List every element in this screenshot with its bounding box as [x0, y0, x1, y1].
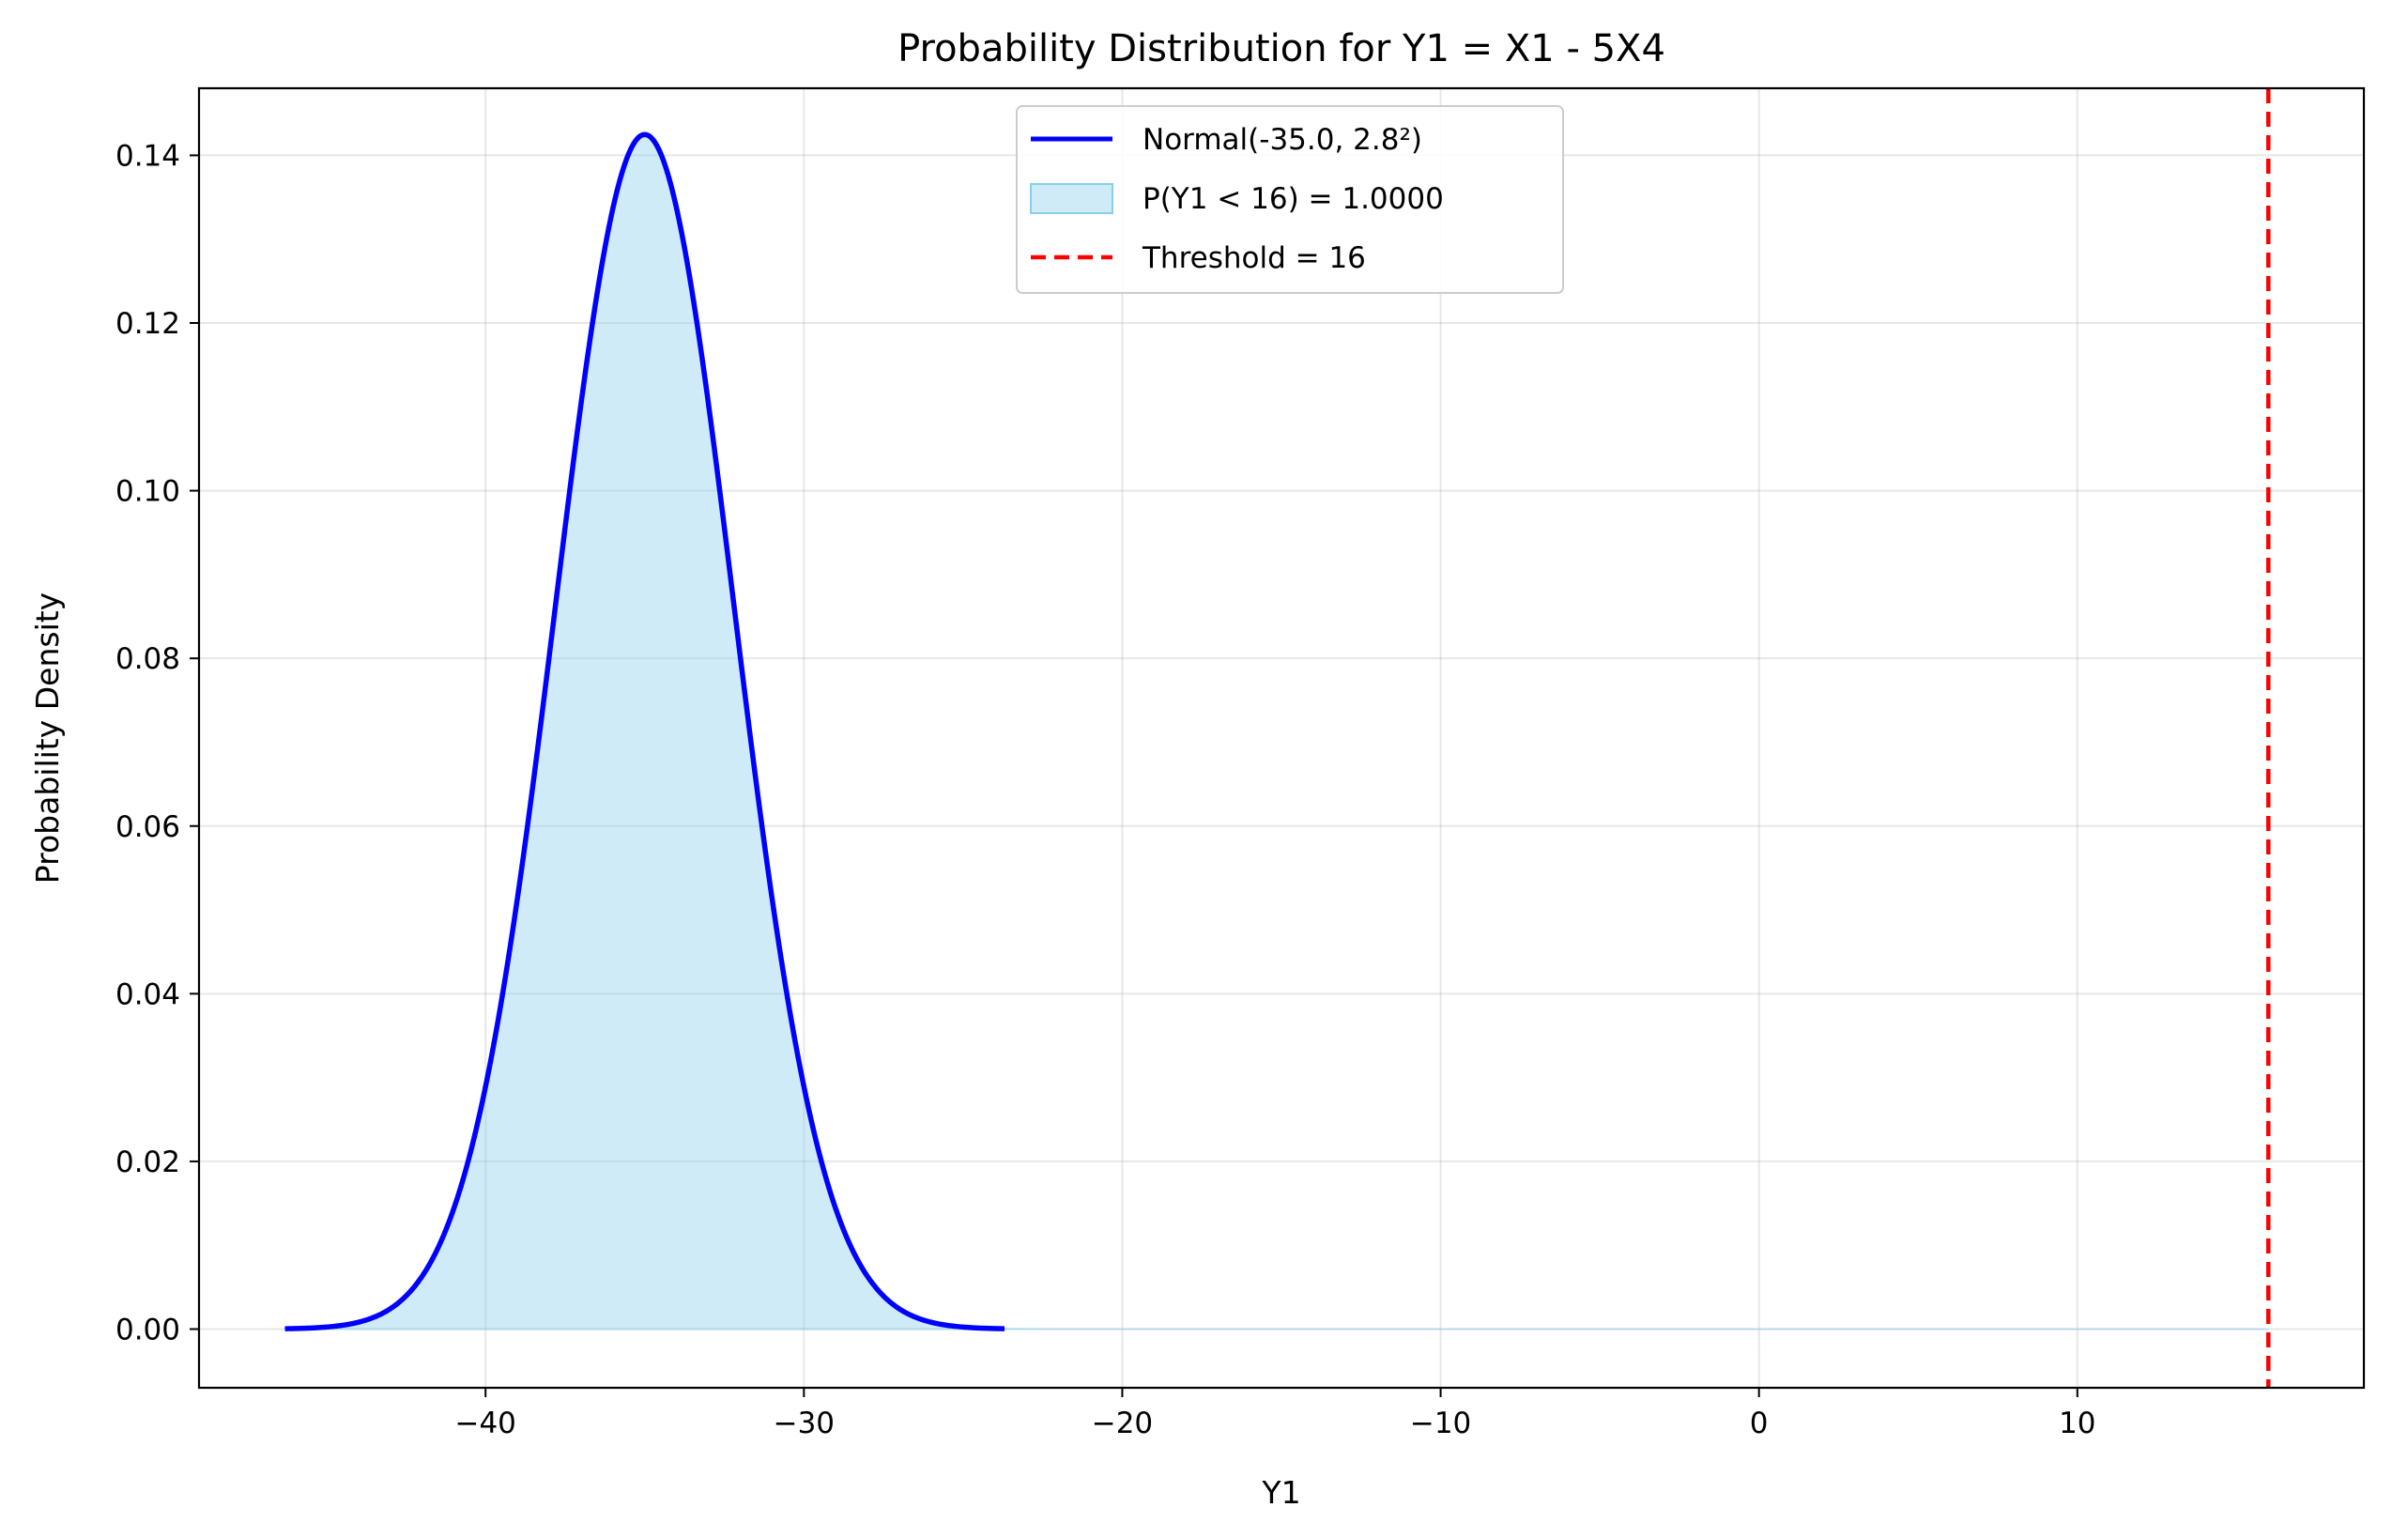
- legend-swatch-fill: [1030, 183, 1113, 214]
- legend-box: [1016, 105, 1564, 294]
- legend-label-curve: Normal(-35.0, 2.8²): [1143, 123, 1422, 157]
- y-tick-label: 0.00: [115, 1313, 180, 1346]
- plot-frame: [197, 86, 2366, 1390]
- legend-label-fill: P(Y1 < 16) = 1.0000: [1143, 182, 1444, 216]
- x-tick-label: −20: [1092, 1407, 1153, 1440]
- x-axis-label: Y1: [1261, 1474, 1300, 1511]
- y-tick-label: 0.12: [115, 307, 180, 341]
- x-tick-label: 0: [1750, 1407, 1769, 1440]
- x-tick-label: −10: [1410, 1407, 1471, 1440]
- chart-title: Probability Distribution for Y1 = X1 - 5…: [897, 27, 1665, 70]
- y-tick-label: 0.02: [115, 1146, 180, 1179]
- x-ticks: −40 −30 −20 −10 0 10: [454, 1388, 2096, 1440]
- y-tick-label: 0.10: [115, 475, 180, 509]
- y-ticks: 0.00 0.02 0.04 0.06 0.08 0.10 0.12 0.14: [115, 139, 199, 1346]
- x-tick-label: 10: [2059, 1407, 2095, 1440]
- legend: Normal(-35.0, 2.8²) P(Y1 < 16) = 1.0000 …: [1016, 105, 1564, 294]
- y-axis-label: Probability Density: [29, 592, 66, 884]
- curve-region: [284, 131, 1006, 1331]
- y-tick-label: 0.14: [115, 139, 180, 173]
- y-tick-label: 0.06: [115, 810, 180, 844]
- x-tick-label: −30: [774, 1407, 835, 1440]
- y-tick-label: 0.08: [115, 642, 180, 676]
- x-tick-label: −40: [454, 1407, 515, 1440]
- normal-density-curve: [284, 131, 1006, 1331]
- y-tick-label: 0.04: [115, 977, 180, 1011]
- legend-label-threshold: Threshold = 16: [1142, 241, 1366, 275]
